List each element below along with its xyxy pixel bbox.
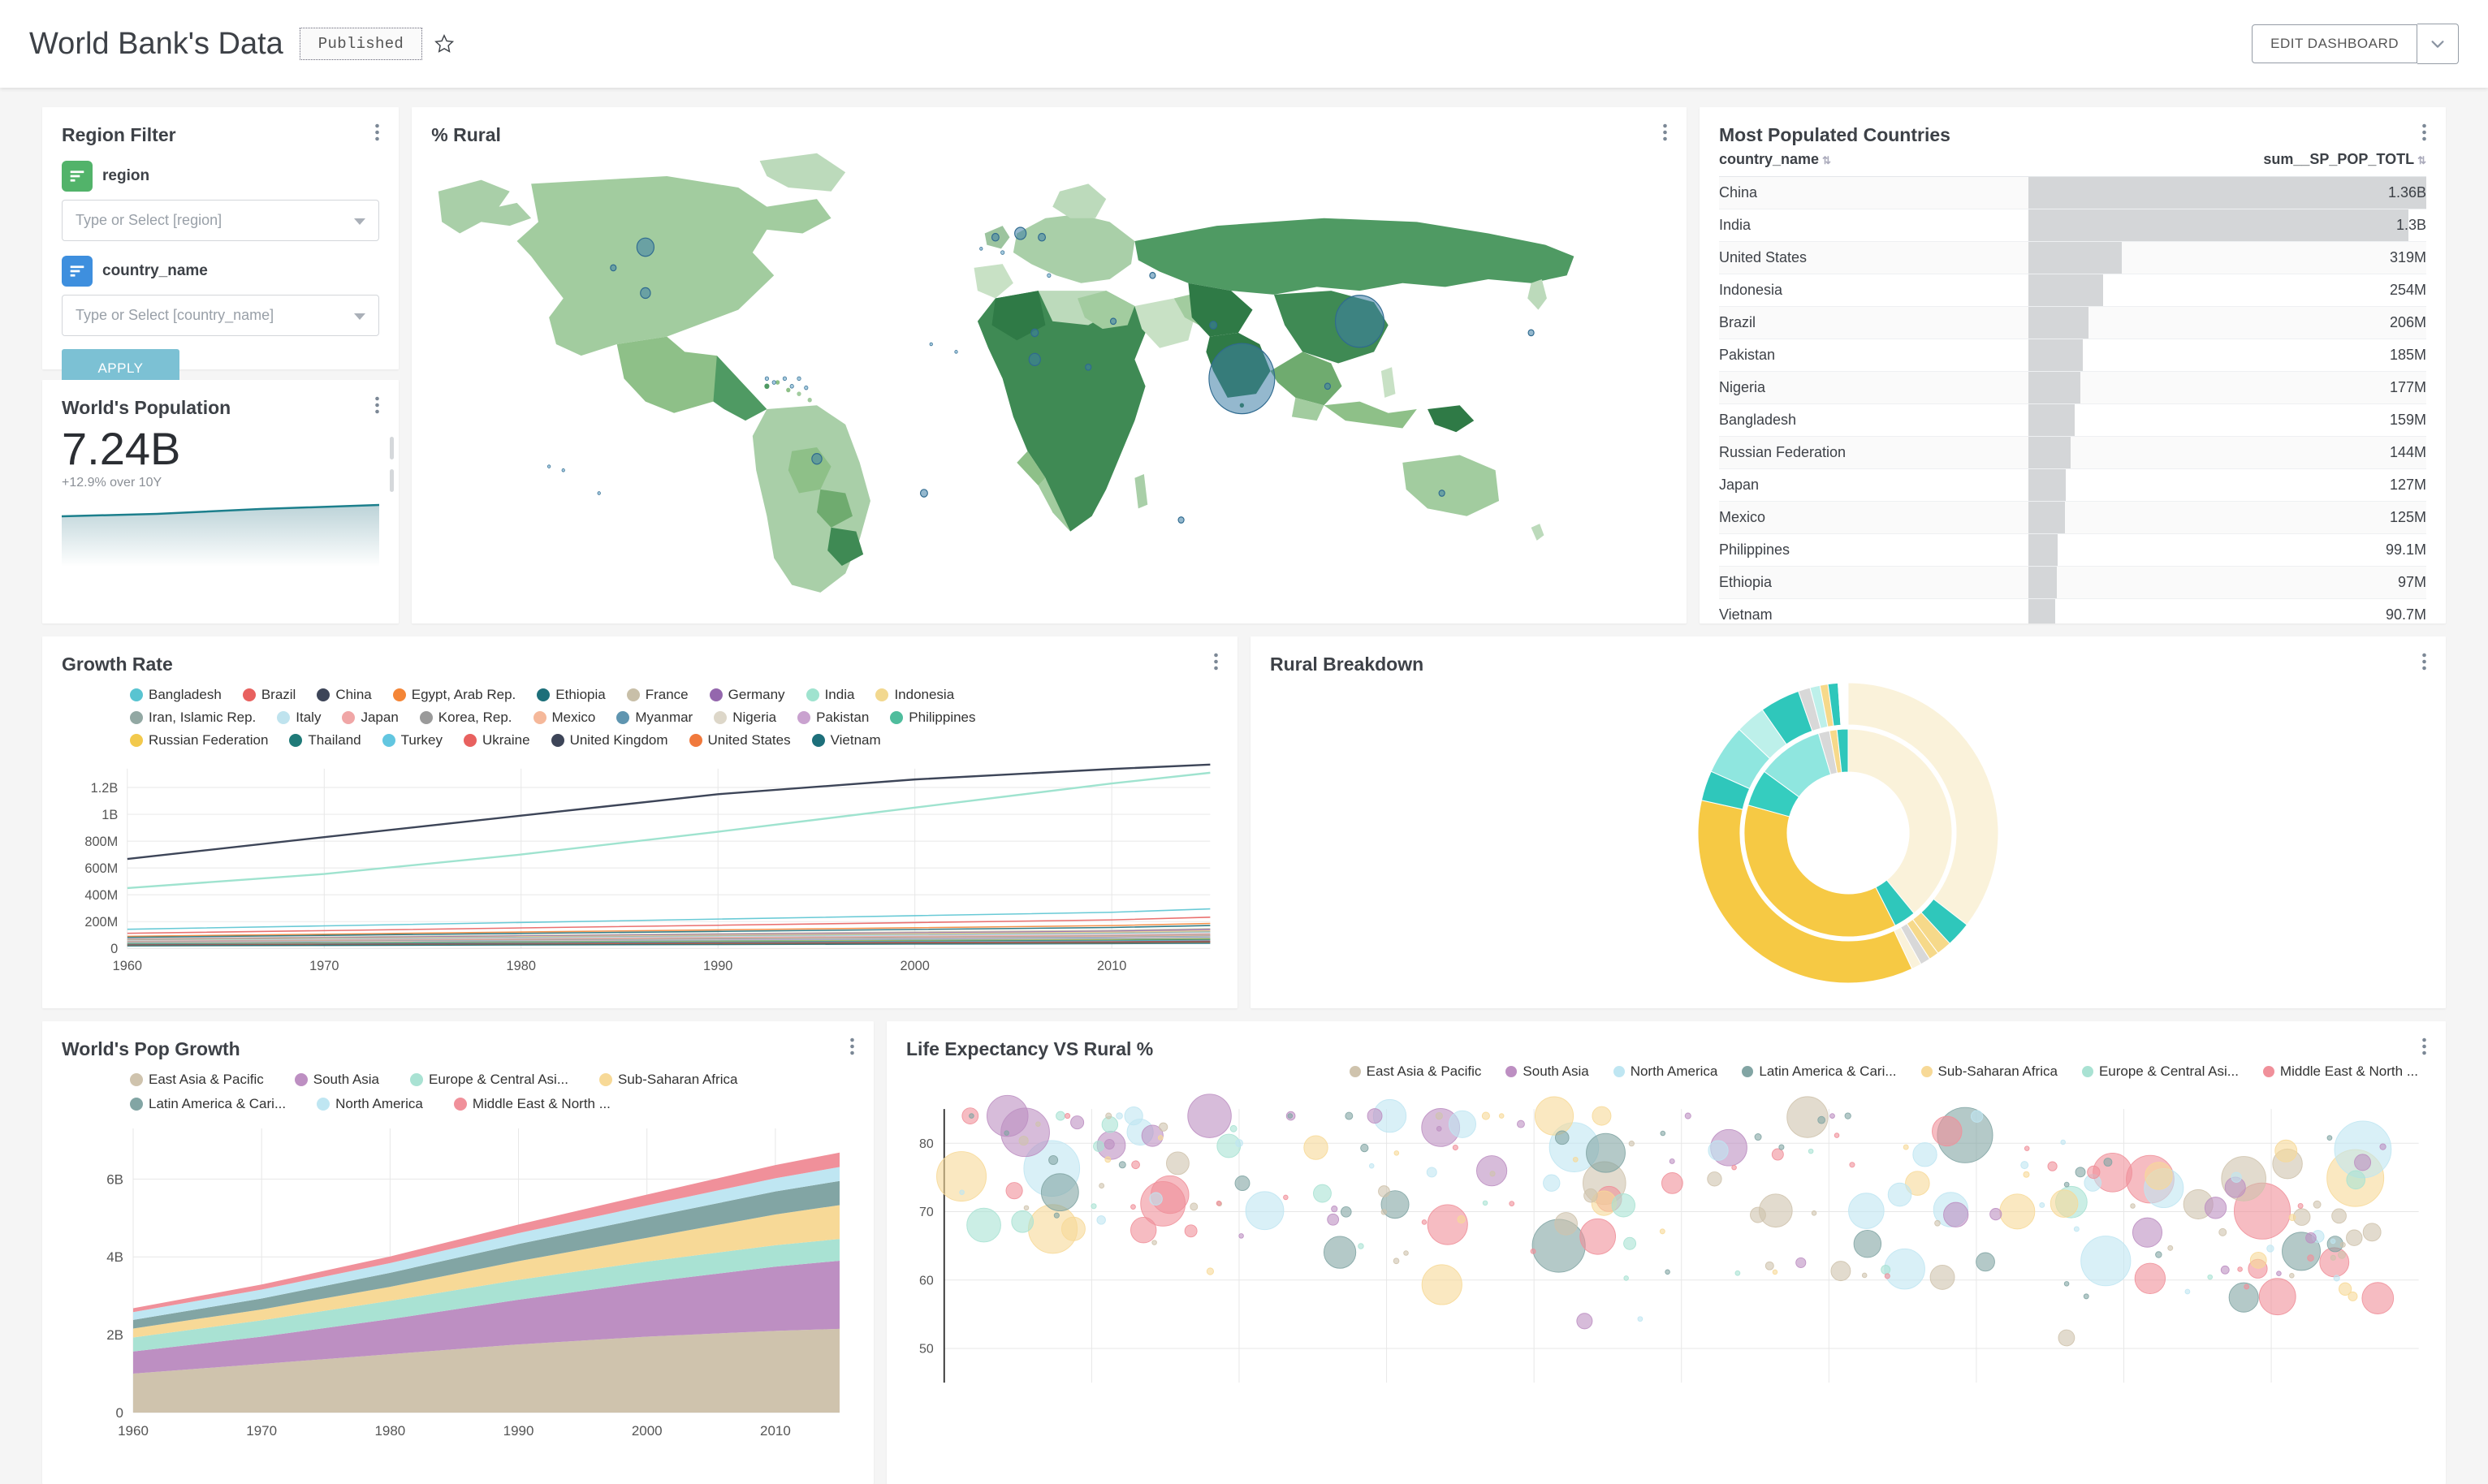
svg-text:1B: 1B [102, 808, 118, 822]
svg-text:2000: 2000 [901, 959, 930, 973]
svg-text:1970: 1970 [246, 1423, 277, 1439]
svg-text:800M: 800M [84, 835, 118, 849]
svg-text:2000: 2000 [632, 1423, 663, 1439]
svg-text:200M: 200M [84, 915, 118, 930]
svg-text:1960: 1960 [113, 959, 142, 973]
svg-text:80: 80 [919, 1137, 934, 1151]
svg-text:600M: 600M [84, 861, 118, 876]
svg-text:70: 70 [919, 1206, 934, 1219]
svg-text:1990: 1990 [503, 1423, 534, 1439]
svg-text:6B: 6B [106, 1171, 123, 1187]
svg-text:2010: 2010 [760, 1423, 791, 1439]
svg-text:0: 0 [110, 942, 118, 956]
svg-text:60: 60 [919, 1274, 934, 1288]
svg-text:50: 50 [919, 1343, 934, 1357]
svg-text:1960: 1960 [118, 1423, 149, 1439]
svg-text:1990: 1990 [703, 959, 732, 973]
svg-text:1980: 1980 [507, 959, 536, 973]
svg-text:0: 0 [116, 1405, 123, 1421]
svg-text:1980: 1980 [374, 1423, 405, 1439]
svg-text:1970: 1970 [309, 959, 339, 973]
svg-text:1.2B: 1.2B [91, 781, 119, 796]
svg-text:400M: 400M [84, 888, 118, 903]
svg-text:2010: 2010 [1097, 959, 1126, 973]
svg-text:2B: 2B [106, 1327, 123, 1343]
svg-text:4B: 4B [106, 1249, 123, 1265]
